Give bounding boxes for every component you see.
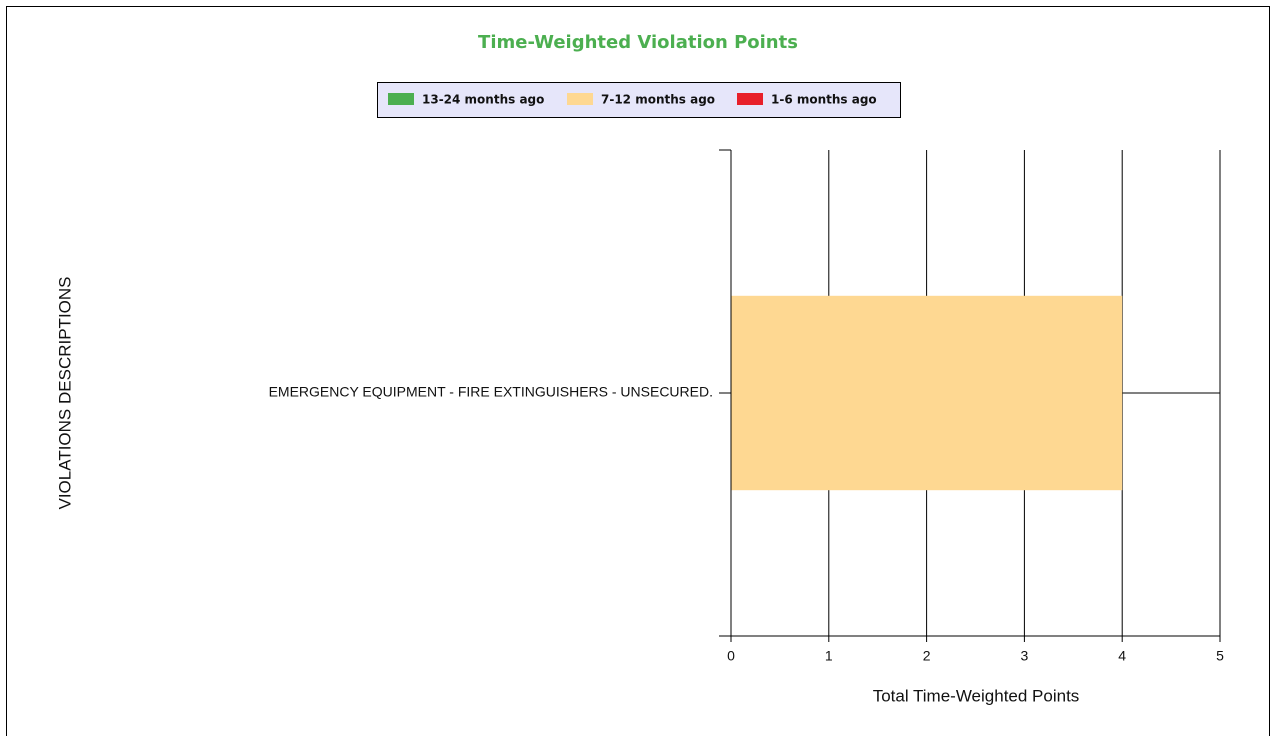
- x-tick-label: 1: [825, 648, 833, 664]
- legend-label: 7-12 months ago: [601, 93, 715, 107]
- x-tick-label: 5: [1216, 648, 1224, 664]
- legend: [377, 82, 901, 118]
- x-tick-label: 0: [727, 648, 735, 664]
- y-tick-label: EMERGENCY EQUIPMENT - FIRE EXTINGUISHERS…: [269, 384, 713, 400]
- x-tick-label: 3: [1021, 648, 1029, 664]
- x-tick-label: 2: [923, 648, 931, 664]
- y-axis-label: VIOLATIONS DESCRIPTIONS: [55, 276, 74, 509]
- legend-swatch: [388, 93, 414, 105]
- chart-title: Time-Weighted Violation Points: [478, 32, 798, 53]
- legend-swatch: [737, 93, 763, 105]
- x-axis-label: Total Time-Weighted Points: [873, 686, 1080, 705]
- bar: [731, 295, 1123, 491]
- x-tick-label: 4: [1118, 648, 1126, 664]
- legend-swatch: [567, 93, 593, 105]
- legend-label: 13-24 months ago: [422, 93, 544, 107]
- legend-label: 1-6 months ago: [771, 93, 877, 107]
